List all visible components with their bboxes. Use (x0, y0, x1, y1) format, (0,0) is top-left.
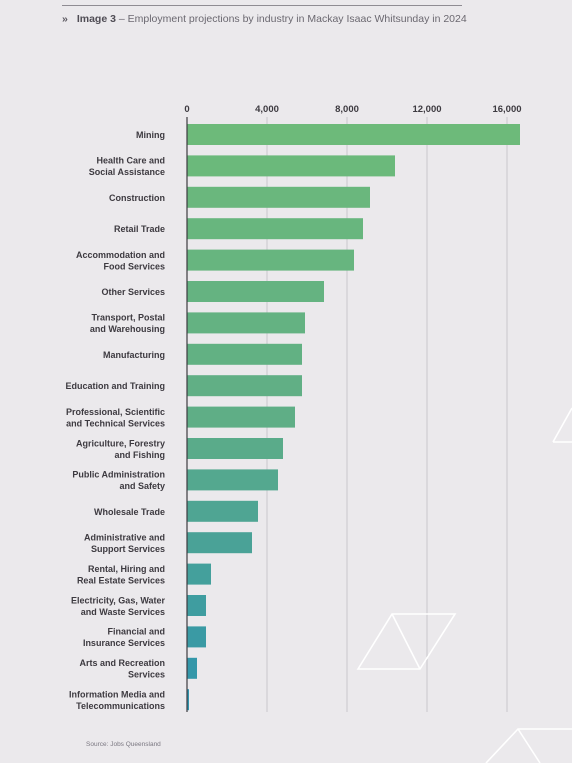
bar (187, 563, 211, 585)
figure-caption: » Image 3 – Employment projections by ind… (62, 13, 467, 25)
caption-label: Image 3 (76, 13, 116, 25)
category-label: Other Services (101, 287, 165, 297)
category-label: Retail Trade (114, 224, 165, 234)
bar (187, 689, 189, 711)
bar (187, 406, 295, 428)
category-label: Accommodation and Food Services (76, 250, 165, 272)
bar (187, 218, 363, 240)
bar (187, 249, 354, 271)
x-tick-label: 8,000 (335, 104, 359, 115)
category-label: Wholesale Trade (94, 507, 165, 517)
category-label: Rental, Hiring and Real Estate Services (77, 564, 165, 586)
bar (187, 312, 305, 334)
category-label: Transport, Postal and Warehousing (90, 313, 165, 335)
bar (187, 343, 302, 365)
bar (187, 375, 302, 397)
bar (187, 438, 283, 459)
bar (187, 155, 395, 177)
category-label: Information Media and Telecommunications (69, 689, 165, 711)
category-label: Construction (109, 193, 165, 203)
bar (187, 186, 370, 208)
bar (187, 469, 278, 491)
bar (187, 657, 197, 679)
category-label: Administrative and Support Services (84, 532, 165, 554)
bar (187, 124, 520, 145)
bar (187, 500, 258, 522)
category-label: Electricity, Gas, Water and Waste Service… (71, 595, 166, 617)
top-rule (62, 5, 462, 6)
category-label: Agriculture, Forestry and Fishing (76, 438, 165, 460)
x-tick-label: 4,000 (255, 104, 279, 115)
chevron-icon: » (62, 13, 68, 25)
bar (187, 532, 252, 554)
category-label: Public Administration and Safety (72, 470, 165, 492)
x-tick-label: 16,000 (492, 104, 521, 115)
category-label: Manufacturing (103, 350, 165, 360)
caption-text: – Employment projections by industry in … (115, 13, 467, 25)
x-tick-label: 12,000 (412, 104, 441, 115)
category-label: Health Care and Social Assistance (89, 156, 165, 178)
category-label: Professional, Scientific and Technical Se… (66, 407, 165, 429)
category-label: Mining (136, 130, 165, 140)
bar (187, 281, 324, 302)
bar (187, 626, 206, 648)
category-label: Arts and Recreation Services (79, 658, 165, 680)
category-label: Financial and Insurance Services (83, 627, 165, 649)
source-note: Source: Jobs Queensland (86, 741, 161, 748)
category-label: Education and Training (65, 381, 165, 391)
x-tick-label: 0 (184, 104, 189, 115)
bar (187, 595, 206, 616)
